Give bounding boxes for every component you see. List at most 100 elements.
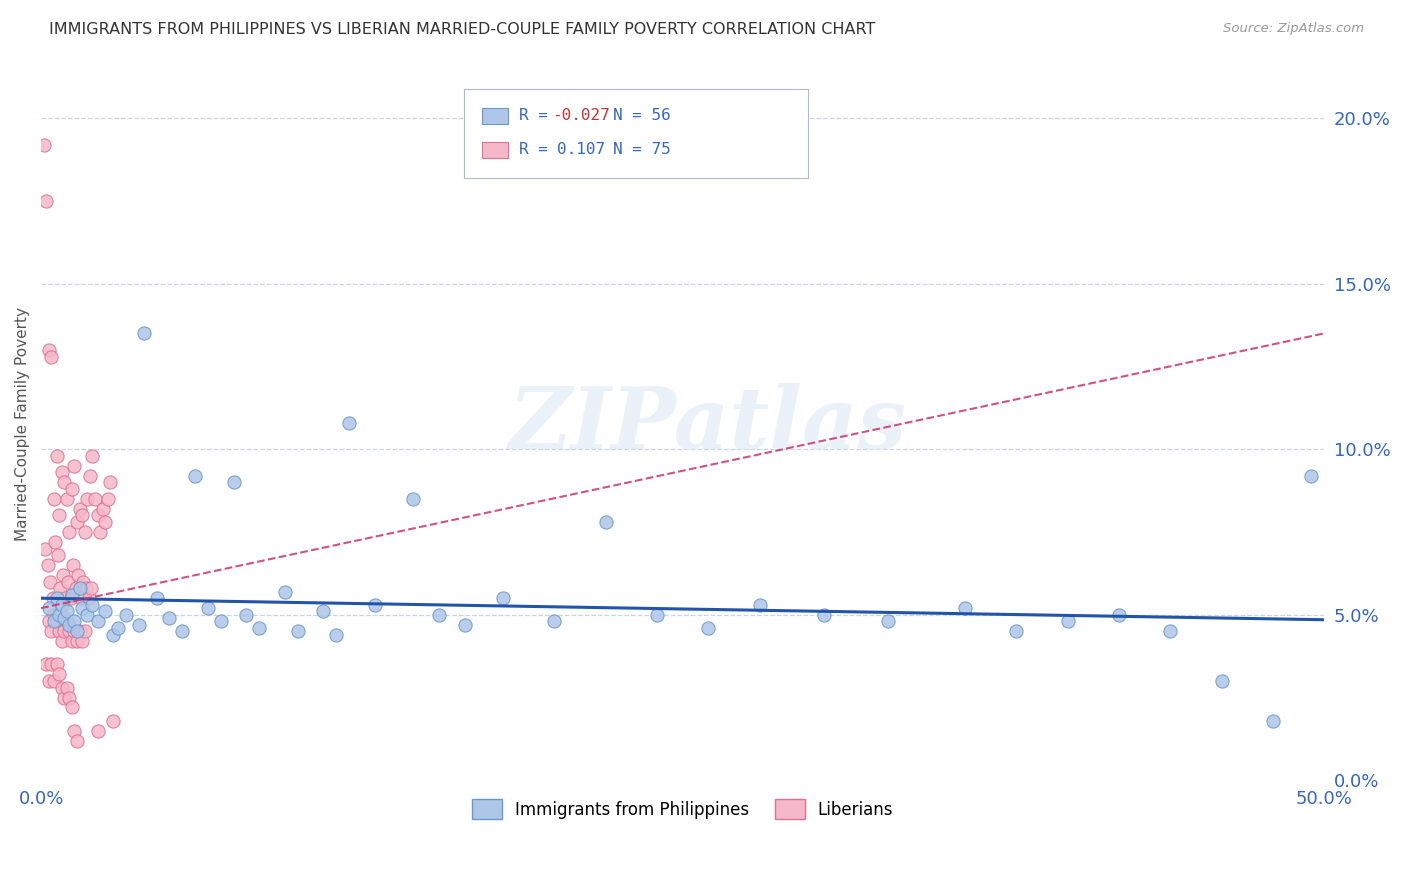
Point [48, 624, 70, 639]
Point [235, 607, 257, 622]
Point [101, 714, 124, 728]
Point [101, 627, 124, 641]
Point [287, 624, 309, 639]
Point [337, 416, 360, 430]
Point [86, 723, 108, 738]
Point [247, 621, 270, 635]
Point [63, 624, 86, 639]
Point [46, 548, 69, 562]
Point [73, 624, 96, 639]
Point [79, 468, 101, 483]
Point [402, 491, 425, 506]
Point [76, 607, 98, 622]
Point [34, 541, 56, 556]
Point [45, 591, 67, 606]
Point [49, 582, 72, 596]
Y-axis label: Married-Couple Family Poverty: Married-Couple Family Poverty [15, 308, 30, 541]
Point [63, 723, 86, 738]
Point [55, 591, 77, 606]
Point [58, 524, 80, 539]
Point [209, 615, 232, 629]
Point [84, 491, 107, 506]
Point [35, 657, 58, 672]
Point [697, 621, 720, 635]
Point [595, 515, 617, 529]
Point [453, 617, 475, 632]
Point [63, 615, 86, 629]
Point [645, 607, 668, 622]
Point [364, 598, 387, 612]
Point [60, 634, 83, 648]
Point [748, 598, 770, 612]
Point [58, 617, 80, 632]
Point [58, 690, 80, 705]
Point [94, 515, 117, 529]
Text: ZIPatlas: ZIPatlas [509, 383, 907, 467]
Point [145, 591, 167, 606]
Point [1005, 624, 1028, 639]
Point [41, 657, 63, 672]
Point [38, 615, 60, 629]
Point [66, 634, 89, 648]
Point [63, 458, 86, 473]
Point [48, 508, 70, 523]
Point [86, 508, 108, 523]
Point [66, 624, 89, 639]
Point [53, 690, 76, 705]
Text: -0.027: -0.027 [553, 109, 610, 123]
Point [66, 733, 89, 747]
Point [82, 598, 104, 612]
Point [41, 624, 63, 639]
Point [312, 604, 335, 618]
Point [953, 601, 976, 615]
Point [82, 449, 104, 463]
Point [38, 343, 60, 357]
Point [62, 558, 84, 573]
Point [70, 508, 93, 523]
Point [42, 615, 65, 629]
Point [197, 601, 219, 615]
Point [427, 607, 450, 622]
Legend: Immigrants from Philippines, Liberians: Immigrants from Philippines, Liberians [465, 793, 900, 825]
Point [91, 501, 114, 516]
Point [274, 584, 297, 599]
Point [56, 574, 79, 589]
Point [55, 681, 77, 695]
Point [39, 574, 62, 589]
Point [325, 627, 347, 641]
Point [55, 491, 77, 506]
Point [75, 582, 97, 596]
Point [59, 591, 82, 606]
Point [65, 582, 87, 596]
Point [86, 615, 108, 629]
Point [52, 568, 75, 582]
Point [1211, 673, 1233, 688]
Point [1056, 615, 1078, 629]
Point [73, 524, 96, 539]
Text: R =: R = [519, 143, 567, 157]
Point [97, 491, 120, 506]
Point [58, 624, 80, 639]
Point [51, 634, 73, 648]
Point [69, 501, 91, 516]
Point [77, 591, 100, 606]
Point [72, 574, 94, 589]
Point [38, 601, 60, 615]
Point [53, 475, 76, 490]
Point [877, 615, 900, 629]
Point [89, 524, 111, 539]
Text: R =: R = [519, 109, 557, 123]
Point [60, 588, 83, 602]
Point [42, 673, 65, 688]
Point [51, 598, 73, 612]
Text: 0.107: 0.107 [557, 143, 605, 157]
Point [66, 515, 89, 529]
Point [69, 582, 91, 596]
Point [492, 591, 515, 606]
Point [1301, 468, 1323, 483]
Point [70, 601, 93, 615]
Point [132, 326, 155, 341]
Point [172, 624, 194, 639]
Point [48, 667, 70, 681]
Point [51, 681, 73, 695]
